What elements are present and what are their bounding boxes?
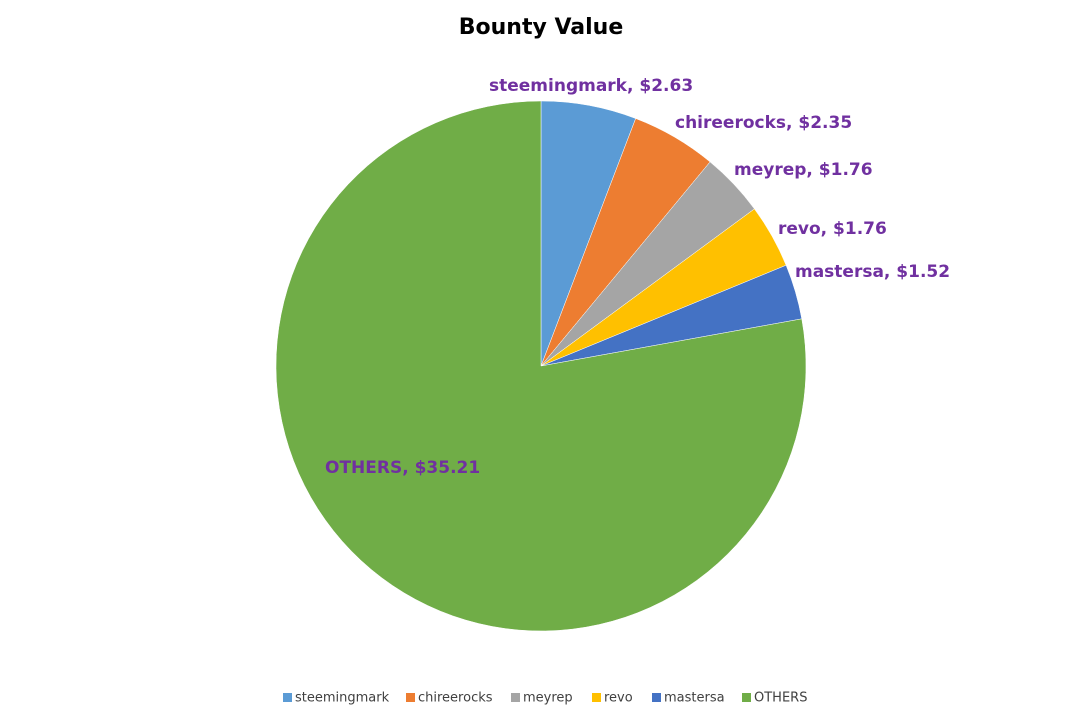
- legend-label: meyrep: [523, 691, 573, 706]
- legend-swatch: [652, 693, 661, 702]
- legend-label: revo: [604, 691, 633, 706]
- legend-swatch: [742, 693, 751, 702]
- legend-swatch: [592, 693, 601, 702]
- legend-label: chireerocks: [418, 691, 493, 706]
- data-label: chireerocks, $2.35: [675, 113, 852, 133]
- legend-label: mastersa: [664, 691, 725, 706]
- data-label: mastersa, $1.52: [795, 262, 950, 282]
- data-label: meyrep, $1.76: [734, 160, 873, 180]
- legend-swatch: [283, 693, 292, 702]
- legend-label: steemingmark: [295, 691, 390, 706]
- data-label: OTHERS, $35.21: [325, 458, 480, 478]
- legend-label: OTHERS: [754, 691, 807, 706]
- chart-title: Bounty Value: [459, 15, 624, 40]
- legend-swatch: [406, 693, 415, 702]
- data-label: steemingmark, $2.63: [489, 76, 693, 96]
- legend-swatch: [511, 693, 520, 702]
- pie-slice: [275, 100, 807, 632]
- data-label: revo, $1.76: [778, 219, 887, 239]
